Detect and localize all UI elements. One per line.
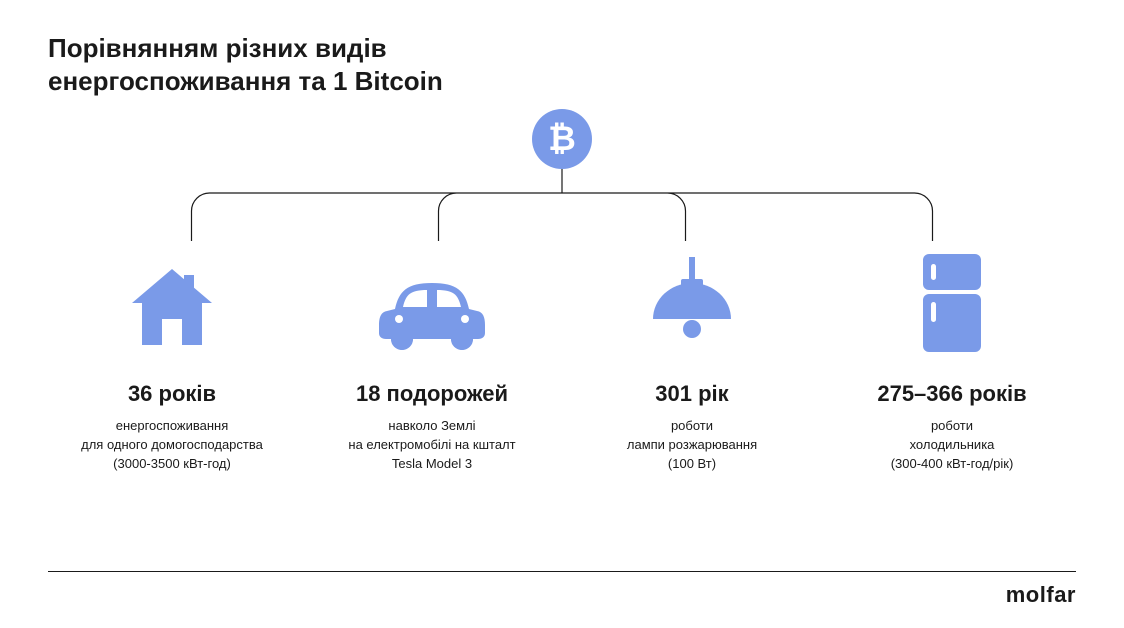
comparison-item-car: 18 подорожей навколо Земліна електромобі… <box>308 247 556 474</box>
page-title: Порівнянням різних видівенергоспоживання… <box>48 32 1076 97</box>
bitcoin-symbol: ₿ <box>548 120 576 159</box>
house-icon <box>54 247 290 357</box>
item-value: 301 рік <box>574 381 810 407</box>
item-description: навколо Земліна електромобілі на кшталтT… <box>314 417 550 474</box>
lamp-icon <box>574 247 810 357</box>
item-value: 18 подорожей <box>314 381 550 407</box>
footer-divider <box>48 571 1076 572</box>
item-value: 275–366 років <box>834 381 1070 407</box>
fridge-icon <box>834 247 1070 357</box>
connector-lines <box>68 169 1056 241</box>
bitcoin-icon: ₿ <box>532 109 592 169</box>
item-description: енергоспоживаннядля одного домогосподарс… <box>54 417 290 474</box>
item-description: роботихолодильника(300-400 кВт-год/рік) <box>834 417 1070 474</box>
item-value: 36 років <box>54 381 290 407</box>
comparison-item-fridge: 275–366 років роботихолодильника(300-400… <box>828 247 1076 474</box>
item-description: роботилампи розжарювання(100 Вт) <box>574 417 810 474</box>
brand-logo: molfar <box>1006 582 1076 608</box>
comparison-item-house: 36 років енергоспоживаннядля одного домо… <box>48 247 296 474</box>
car-icon <box>314 247 550 357</box>
comparison-item-lamp: 301 рік роботилампи розжарювання(100 Вт) <box>568 247 816 474</box>
